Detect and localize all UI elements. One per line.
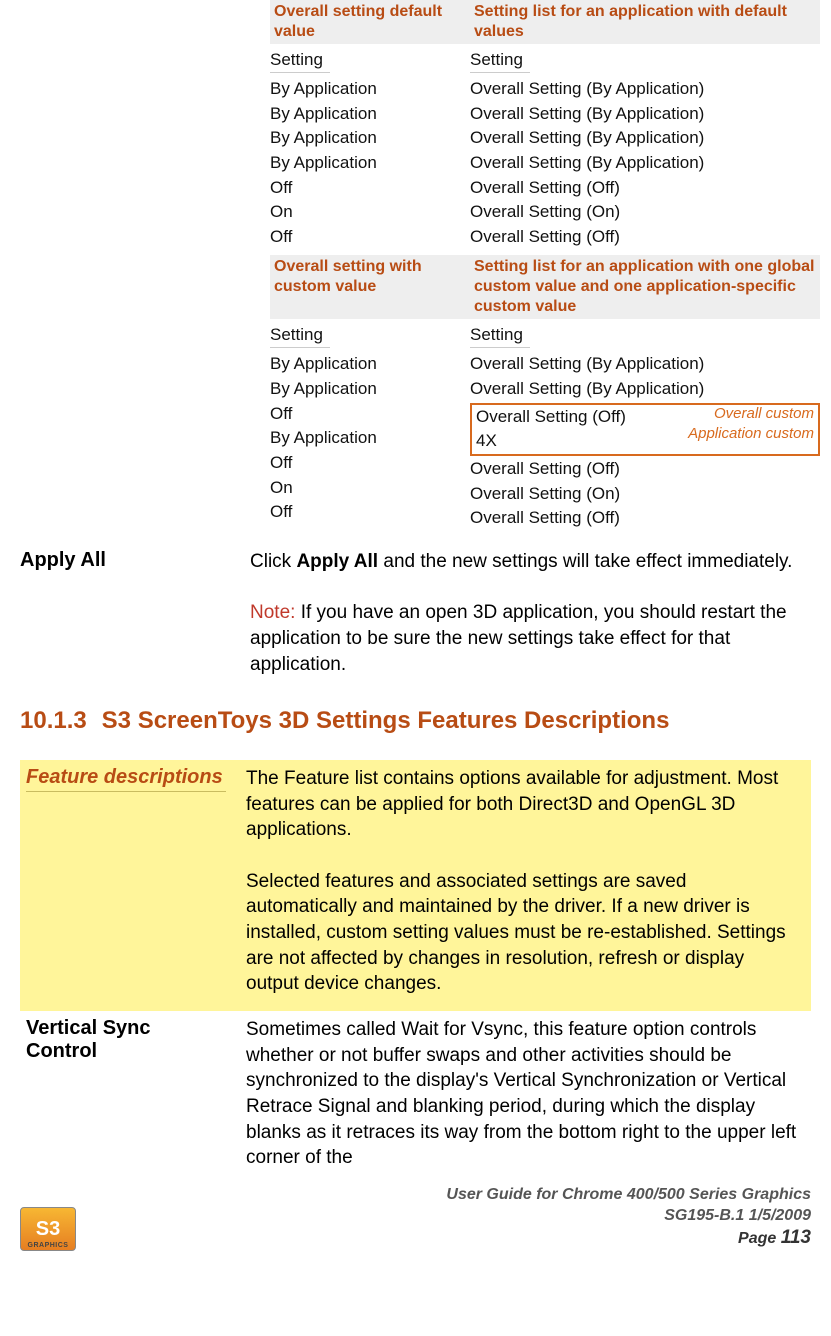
custom-callout-box: Overall custom Application custom Overal… [470,403,820,456]
settings-list-overall-custom: Setting By Application By Application Of… [270,325,470,530]
vertical-sync-block: Vertical Sync Control Sometimes called W… [20,1011,811,1171]
text: and the new settings will take effect im… [378,551,792,572]
list-item: Off [270,176,470,201]
header-overall-custom: Overall setting with custom value [270,255,470,319]
footer-title: User Guide for Chrome 400/500 Series Gra… [446,1185,811,1206]
section-number: 10.1.3 [20,707,95,735]
text-bold: Apply All [296,551,378,572]
header-app-custom: Setting list for an application with one… [470,255,820,319]
section-title: S3 ScreenToys 3D Settings Features Descr… [102,707,670,734]
page-label: Page [738,1230,781,1247]
feature-descriptions-label: Feature descriptions [26,766,226,792]
list-item: Overall Setting (On) [470,482,820,507]
list-item: Overall Setting (By Application) [470,77,820,102]
list-item: Off [270,451,470,476]
list-item: Overall Setting (By Application) [470,151,820,176]
list-item: On [270,200,470,225]
paragraph: The Feature list contains options availa… [246,768,778,840]
vertical-sync-label: Vertical Sync Control [26,1017,226,1171]
footer-docinfo: SG195-B.1 1/5/2009 [446,1206,811,1227]
list-item: Off [270,225,470,250]
page-number: 113 [781,1227,811,1248]
s3-logo: S3 GRAPHICS [20,1207,76,1251]
list-title: Setting [270,50,330,73]
note-label: Note: [250,602,295,623]
list-item: On [270,476,470,501]
settings-list-app-custom: Setting Overall Setting (By Application)… [470,325,820,530]
apply-all-label: Apply All [20,549,220,677]
annotation-overall-custom: Overall custom [714,405,814,422]
page-footer: S3 GRAPHICS User Guide for Chrome 400/50… [20,1185,811,1251]
vertical-sync-text: Sometimes called Wait for Vsync, this fe… [246,1017,801,1171]
list-title: Setting [470,50,530,73]
list-item: By Application [270,352,470,377]
list-item: Overall Setting (By Application) [470,377,820,402]
logo-text: S3 [36,1218,60,1241]
feature-descriptions-block: Feature descriptions The Feature list co… [20,760,811,1011]
logo-subtext: GRAPHICS [28,1242,69,1249]
section-heading: 10.1.3 S3 ScreenToys 3D Settings Feature… [20,707,811,735]
list-item: Overall Setting (On) [470,200,820,225]
paragraph: Selected features and associated setting… [246,871,786,995]
list-title: Setting [470,325,530,348]
feature-descriptions-text: The Feature list contains options availa… [246,766,801,997]
list-title: Setting [270,325,330,348]
text: Click [250,551,296,572]
list-item: Overall Setting (Off) [470,176,820,201]
header-app-default: Setting list for an application with def… [470,0,820,44]
list-item: By Application [270,126,470,151]
settings-list-overall-default: Setting By Application By Application By… [270,50,470,249]
list-item: Off [270,402,470,427]
list-item: Overall Setting (Off) [470,457,820,482]
list-item: Overall Setting (By Application) [470,352,820,377]
list-item: By Application [270,77,470,102]
list-item: By Application [270,377,470,402]
list-item: By Application [270,426,470,451]
note-text: If you have an open 3D application, you … [250,602,787,674]
footer-meta: User Guide for Chrome 400/500 Series Gra… [446,1185,811,1251]
list-item: By Application [270,102,470,127]
settings-list-app-default: Setting Overall Setting (By Application)… [470,50,820,249]
list-item: Overall Setting (Off) [470,506,820,531]
list-item: Overall Setting (By Application) [470,126,820,151]
annotation-application-custom: Application custom [688,425,814,442]
list-item: Off [270,500,470,525]
header-overall-default: Overall setting default value [270,0,470,44]
list-item: Overall Setting (By Application) [470,102,820,127]
apply-all-text: Click Apply All and the new settings wil… [250,549,811,677]
list-item: By Application [270,151,470,176]
list-item: Overall Setting (Off) [470,225,820,250]
